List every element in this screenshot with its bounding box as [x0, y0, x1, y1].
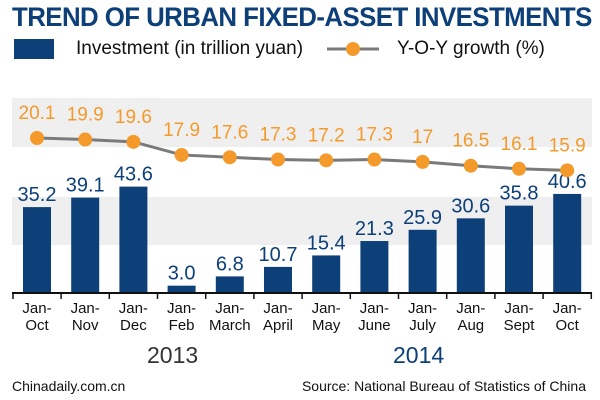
growth-value-label: 16.5	[452, 131, 489, 152]
bar-value-label: 25.9	[403, 207, 442, 229]
x-tick-label: Aug	[457, 317, 484, 334]
bar-value-label: 15.4	[307, 232, 346, 254]
bar-value-label: 21.3	[355, 218, 394, 240]
band	[12, 98, 592, 147]
bar-value-label: 39.1	[66, 175, 105, 197]
x-tick-label: April	[263, 317, 293, 334]
band	[12, 197, 592, 245]
bar	[119, 186, 148, 293]
legend-bar-label: Investment (in trillion yuan)	[76, 38, 304, 59]
growth-value-label: 19.9	[67, 105, 104, 126]
legend-line-swatch	[327, 42, 380, 56]
bar	[23, 207, 51, 293]
bar	[360, 241, 389, 293]
growth-point	[271, 152, 285, 167]
year-label-2013: 2013	[147, 342, 199, 368]
x-tick-label: July	[409, 317, 436, 334]
bar	[312, 255, 341, 293]
growth-point	[367, 152, 382, 167]
legend: Investment (in trillion yuan) Y-O-Y grow…	[14, 38, 545, 60]
x-tick-label: Jan-	[22, 300, 51, 317]
legend-bar-swatch	[14, 39, 54, 59]
bar-value-label: 6.8	[216, 253, 244, 275]
growth-value-label: 17	[412, 127, 433, 148]
growth-value-label: 17.3	[260, 125, 297, 146]
x-tick-label: June	[358, 317, 391, 334]
bar-value-label: 10.7	[259, 244, 298, 266]
growth-value-label: 17.9	[163, 120, 200, 141]
x-tick-label: Jan-	[456, 300, 485, 317]
growth-value-label: 19.6	[115, 107, 152, 128]
bar-value-label: 3.0	[168, 263, 196, 285]
bar	[71, 197, 100, 293]
x-tick-label: Feb	[169, 317, 195, 334]
bar-value-label: 35.2	[18, 184, 57, 206]
footer-source: Source: National Bureau of Statistics of…	[301, 378, 586, 394]
x-tick-label: Jan-	[553, 300, 582, 317]
x-tick-label: Jan-	[504, 300, 533, 317]
growth-value-label: 17.2	[308, 125, 345, 146]
x-tick-label: Jan-	[119, 300, 148, 317]
bar	[215, 276, 244, 293]
footer-credit: Chinadaily.com.cn	[12, 378, 126, 394]
growth-value-label: 15.9	[549, 135, 586, 156]
x-tick-label: Oct	[25, 317, 49, 334]
x-tick-label: Jan-	[215, 300, 244, 317]
x-tick-label: Jan-	[167, 300, 196, 317]
bar-value-label: 30.6	[451, 195, 490, 217]
growth-point	[78, 132, 93, 147]
growth-point	[415, 154, 430, 169]
growth-value-label: 17.3	[356, 125, 393, 146]
year-label-2014: 2014	[393, 342, 445, 368]
legend-line-label: Y-O-Y growth (%)	[397, 38, 545, 59]
x-tick-label: Jan-	[408, 300, 437, 317]
x-tick-label: Nov	[72, 317, 99, 334]
x-tick-label: Jan-	[312, 300, 341, 317]
bar	[167, 285, 196, 293]
bar	[264, 266, 292, 293]
bar	[505, 205, 533, 293]
growth-point	[126, 134, 141, 149]
x-tick-label: March	[209, 317, 251, 334]
growth-point	[319, 153, 334, 168]
growth-value-label: 17.6	[211, 122, 248, 143]
chart-title: TREND OF URBAN FIXED-ASSET INVESTMENTS	[12, 2, 592, 32]
growth-point	[463, 158, 478, 173]
growth-point	[174, 147, 189, 162]
x-tick-label: Oct	[556, 317, 580, 334]
growth-point	[560, 163, 575, 178]
bar-value-label: 40.6	[548, 171, 587, 193]
x-tick-label: Jan-	[263, 300, 292, 317]
x-tick-label: Jan-	[360, 300, 389, 317]
bar-value-label: 35.8	[500, 183, 539, 205]
growth-point	[222, 150, 237, 165]
x-tick-label: Sept	[504, 317, 536, 334]
growth-line	[36, 136, 568, 172]
bar	[456, 218, 485, 293]
growth-point	[512, 161, 526, 176]
x-tick-label: Jan-	[71, 300, 100, 317]
x-tick-label: May	[312, 317, 341, 334]
growth-point	[30, 131, 44, 145]
bar	[408, 229, 437, 293]
bar	[553, 193, 582, 293]
growth-value-label: 16.1	[501, 134, 538, 155]
growth-value-label: 20.1	[19, 103, 56, 124]
x-tick-label: Dec	[120, 317, 147, 334]
bar-value-label: 43.6	[114, 164, 153, 186]
